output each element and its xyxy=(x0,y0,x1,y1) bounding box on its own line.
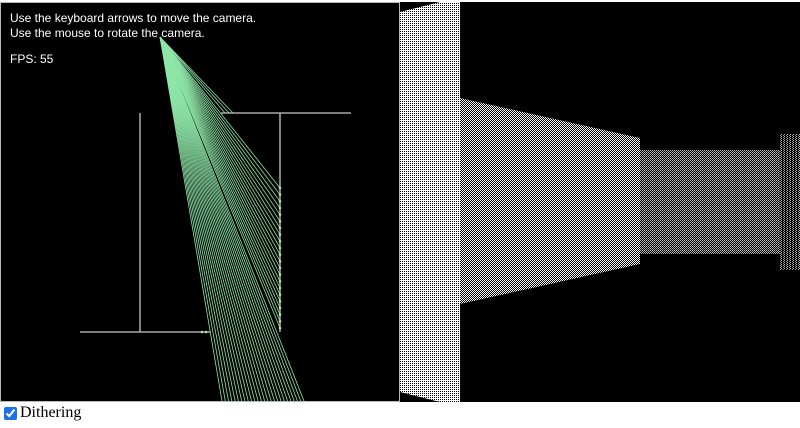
dithering-label[interactable]: Dithering xyxy=(20,404,82,421)
camera-ray xyxy=(159,36,281,322)
camera-ray xyxy=(159,36,243,401)
camera-ray xyxy=(159,36,259,401)
camera-ray xyxy=(159,36,281,282)
camera-ray xyxy=(159,36,223,401)
ray-hit-point xyxy=(278,266,282,270)
wall-corridor xyxy=(460,98,640,304)
ray-hit-point xyxy=(278,233,282,236)
ray-hit-point xyxy=(278,313,282,316)
camera-ray xyxy=(159,36,236,401)
camera-ray xyxy=(159,36,281,249)
camera-ray xyxy=(159,36,281,195)
camera-ray xyxy=(159,36,272,401)
instruction-move: Use the keyboard arrows to move the came… xyxy=(10,11,257,25)
camera-ray xyxy=(159,36,256,401)
camera-ray xyxy=(159,36,281,302)
fps-counter: FPS: 55 xyxy=(10,52,54,66)
camera-ray xyxy=(159,36,266,401)
ray-hit-point xyxy=(278,300,282,303)
ray-hit-point xyxy=(278,240,282,243)
ray-hit-point xyxy=(278,273,282,276)
camera-ray xyxy=(159,36,285,401)
camera-ray xyxy=(159,36,281,255)
map-render xyxy=(80,36,351,401)
ray-hit-point xyxy=(278,206,282,210)
camera-ray xyxy=(159,36,288,401)
map-walls xyxy=(80,112,351,333)
ray-hit-point xyxy=(278,326,282,330)
camera-ray xyxy=(159,36,295,401)
instruction-rotate: Use the mouse to rotate the camera. xyxy=(10,26,205,40)
ray-hit-point xyxy=(278,306,282,310)
camera-ray xyxy=(159,36,234,114)
wall-near-left xyxy=(400,2,440,402)
camera-ray xyxy=(159,36,281,315)
camera-ray xyxy=(159,36,281,209)
ray-hit-point xyxy=(278,213,282,216)
camera-ray xyxy=(159,36,302,401)
camera-ray xyxy=(159,36,281,289)
camera-ray xyxy=(159,36,298,401)
camera-ray xyxy=(159,36,292,401)
camera-ray xyxy=(159,36,281,222)
camera-ray xyxy=(159,36,281,269)
raycast-view xyxy=(400,2,800,402)
dithering-checkbox[interactable] xyxy=(4,406,17,420)
ray-hit-point xyxy=(278,293,282,296)
camera-ray xyxy=(159,36,281,229)
camera-ray xyxy=(159,36,226,114)
ray-hit-point xyxy=(278,246,282,250)
ray-hit-point xyxy=(278,193,282,196)
camera-ray xyxy=(159,36,281,189)
wall-right xyxy=(780,134,800,270)
ray-hit-point xyxy=(278,253,282,256)
camera-ray xyxy=(159,36,233,401)
ray-hit-point xyxy=(278,220,282,223)
ray-hit-point xyxy=(278,186,282,190)
ray-hit-point xyxy=(278,286,282,290)
camera-ray xyxy=(159,36,281,275)
camera-ray xyxy=(159,36,275,401)
camera-ray xyxy=(159,36,282,401)
wall-far xyxy=(640,150,780,254)
ray-hit-point xyxy=(200,330,204,334)
camera-ray xyxy=(159,36,246,401)
ray-hit-point xyxy=(204,330,208,334)
camera-ray xyxy=(159,36,305,401)
ray-hit-point xyxy=(278,200,282,203)
top-down-map-canvas[interactable]: Use the keyboard arrows to move the came… xyxy=(0,2,400,402)
camera-ray xyxy=(159,36,281,235)
camera-ray xyxy=(159,36,279,401)
camera-ray xyxy=(159,36,281,309)
camera-ray xyxy=(159,36,262,401)
options-bar: Dithering xyxy=(2,402,81,424)
camera-ray xyxy=(159,36,229,401)
camera-ray xyxy=(159,36,239,401)
ray-hit-point xyxy=(278,320,282,323)
camera-ray xyxy=(159,36,281,295)
ray-hit-points xyxy=(200,186,282,334)
ray-hit-point xyxy=(278,226,282,230)
camera-ray xyxy=(159,36,281,215)
ray-hit-point xyxy=(278,260,282,263)
game-stage: Use the keyboard arrows to move the came… xyxy=(0,0,800,402)
ray-hit-point xyxy=(278,280,282,283)
camera-ray xyxy=(159,36,230,114)
camera-ray xyxy=(159,36,281,242)
camera-ray xyxy=(159,36,226,401)
camera-ray xyxy=(159,36,281,262)
wall-solid-column xyxy=(440,2,460,402)
camera-ray xyxy=(159,36,252,401)
camera-ray xyxy=(159,36,269,401)
camera-ray xyxy=(159,36,281,202)
camera-rays xyxy=(159,36,305,401)
camera-ray xyxy=(159,36,281,329)
camera-ray xyxy=(159,36,249,401)
first-person-view-canvas[interactable] xyxy=(400,2,800,402)
